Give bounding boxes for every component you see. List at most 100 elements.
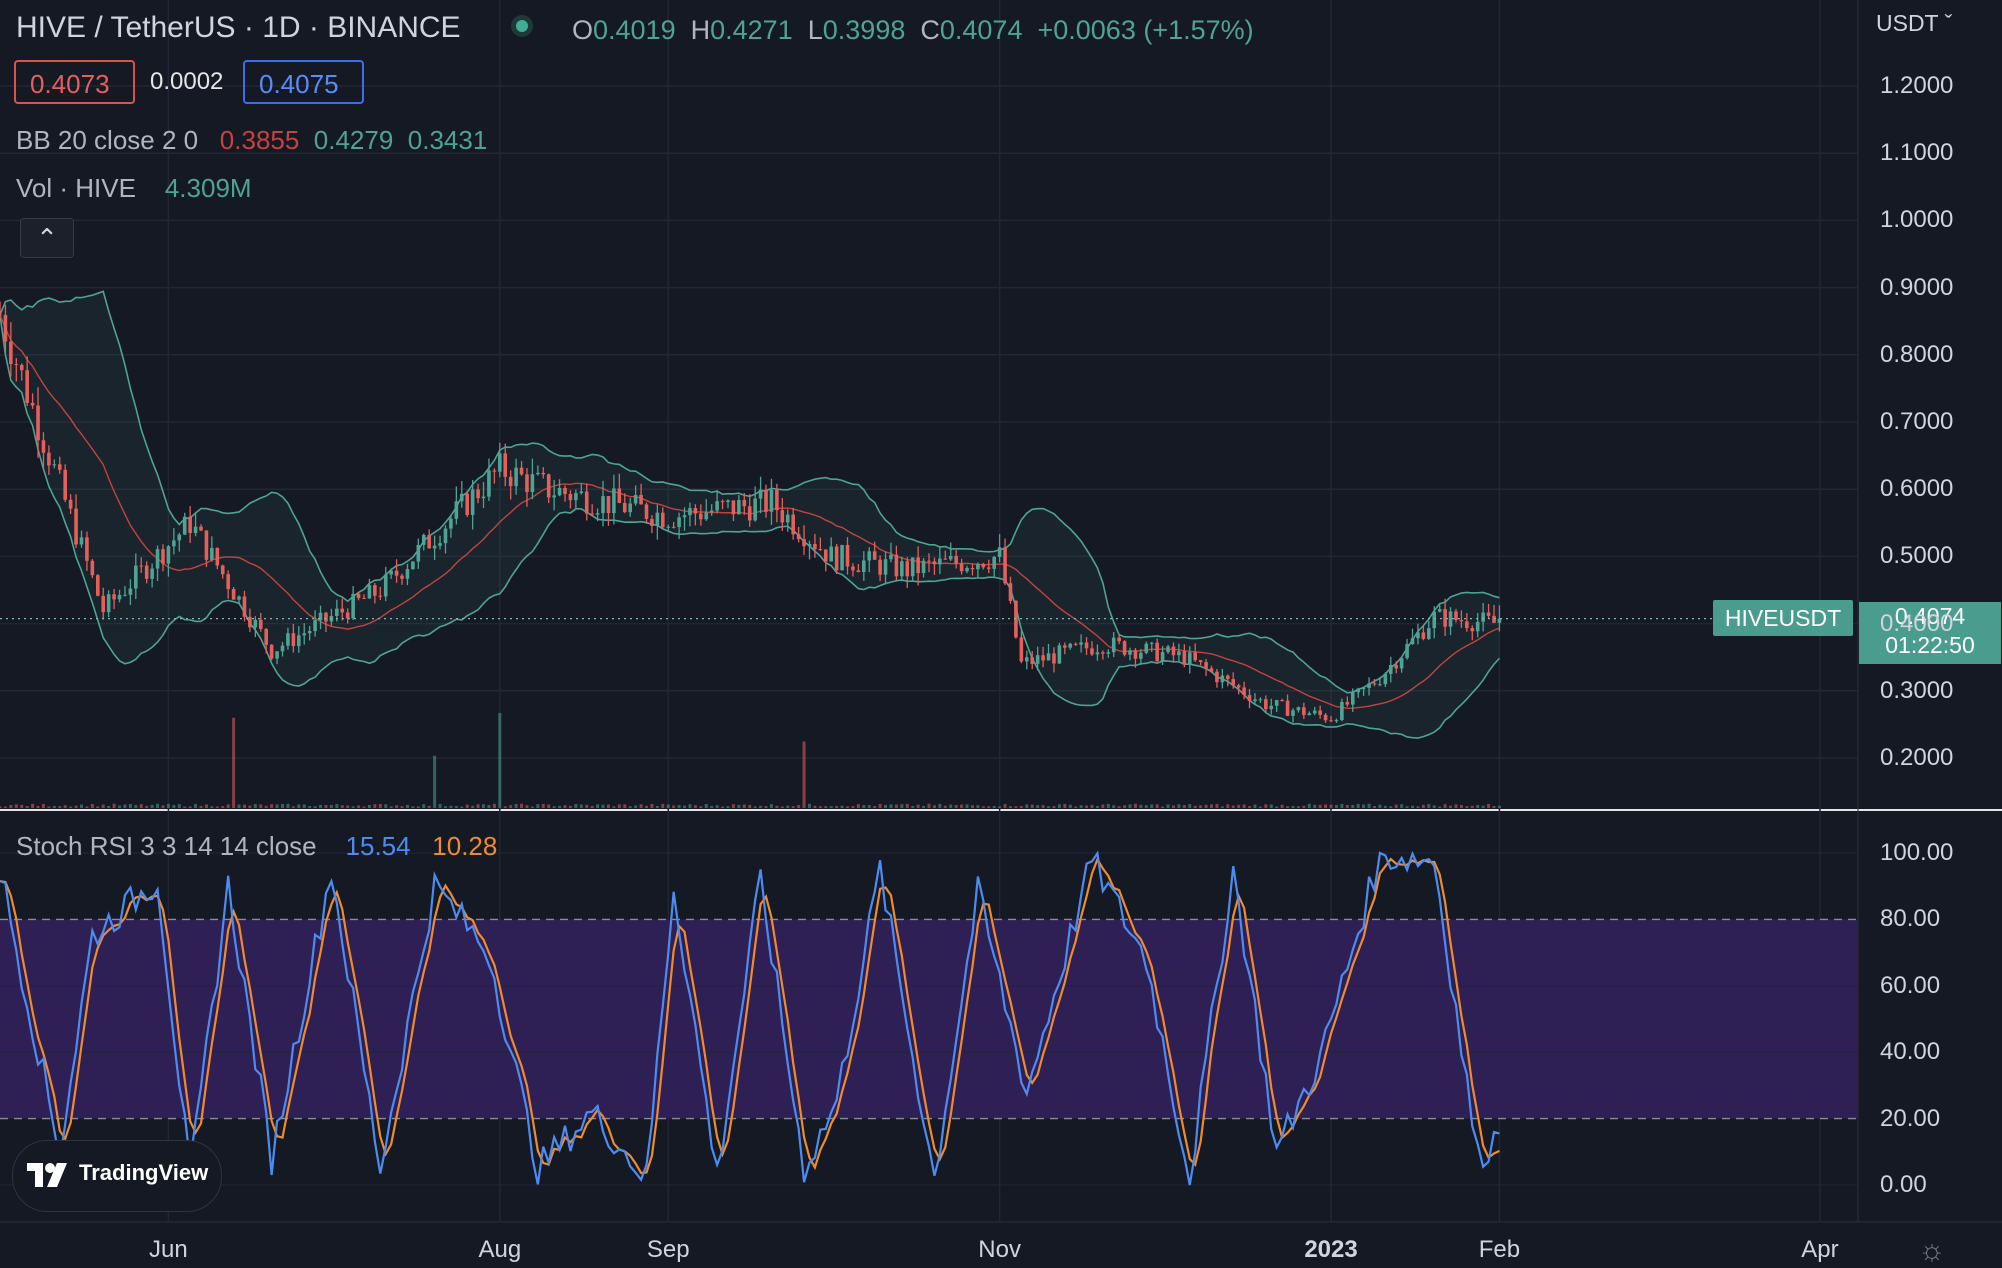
volume-bar	[1166, 804, 1170, 808]
stoch-tick-label: 40.00	[1880, 1038, 1941, 1066]
volume-bar	[41, 803, 45, 808]
bollinger-legend[interactable]: BB 20 close 2 0 0.3855 0.4279 0.3431	[16, 125, 488, 155]
candle-body	[1264, 699, 1268, 710]
volume-bar	[791, 806, 795, 808]
currency-select[interactable]: USDT ˇ	[1876, 10, 1953, 36]
candle-body	[796, 534, 801, 540]
volume-bar	[721, 806, 725, 808]
volume-bar	[226, 804, 230, 808]
symbol-price-tag: HIVEUSDT	[1713, 600, 1853, 636]
volume-bar	[900, 804, 904, 808]
settings-gear-icon[interactable]: ☼	[1918, 1234, 1946, 1267]
candle-body	[791, 514, 795, 535]
stoch-tick-label: 20.00	[1880, 1104, 1941, 1132]
candle-body	[606, 496, 611, 514]
volume-bar	[1242, 804, 1246, 808]
candle-body	[1160, 652, 1165, 661]
candle-body	[938, 558, 942, 565]
candle-body	[449, 518, 453, 529]
candle-body	[1231, 679, 1236, 686]
candle-body	[1144, 643, 1149, 653]
symbol-title[interactable]: HIVE / TetherUS · 1D · BINANCE	[16, 11, 461, 44]
volume-bar	[1171, 805, 1175, 808]
volume-bar	[449, 805, 453, 808]
price-tick-label: 1.0000	[1880, 206, 1954, 234]
candle-body	[851, 566, 855, 571]
volume-bar	[476, 804, 480, 808]
volume-bar	[346, 805, 350, 808]
candle-body	[818, 549, 823, 551]
price-tick-label: 1.1000	[1880, 139, 1954, 167]
volume-bar	[1231, 805, 1235, 808]
volume-bar	[302, 804, 306, 808]
candle-body	[997, 547, 1002, 557]
candle-body	[1019, 637, 1024, 662]
candle-body	[704, 512, 709, 520]
volume-bar	[112, 803, 116, 808]
candle-body	[650, 518, 654, 526]
price-tick-label: 0.8000	[1880, 340, 1954, 368]
volume-bar	[58, 806, 62, 808]
tradingview-logo[interactable]: TradingView	[12, 1140, 222, 1212]
candle-body	[753, 498, 757, 521]
volume-bar	[884, 804, 888, 808]
volume-bar	[1036, 805, 1040, 808]
volume-bar	[177, 804, 181, 808]
volume-bar	[998, 806, 1002, 808]
volume-bar	[786, 805, 790, 808]
candle-body	[476, 489, 480, 499]
candle-body	[910, 557, 915, 577]
candle-body	[845, 544, 850, 567]
volume-bar	[1340, 803, 1344, 808]
candle-body	[1372, 683, 1377, 685]
volume-bar	[139, 804, 143, 808]
chevron-up-icon[interactable]: ⌃	[20, 218, 74, 258]
chevron-down-icon: ˇ	[1944, 10, 1953, 36]
candle-body	[1302, 707, 1306, 716]
volume-bar	[384, 804, 388, 808]
volume-legend[interactable]: Vol · HIVE 4.309M	[16, 173, 252, 203]
candle-body	[823, 549, 828, 562]
candle-body	[1106, 652, 1111, 654]
candle-body	[95, 575, 100, 596]
candle-body	[709, 510, 714, 513]
candle-body	[248, 616, 252, 628]
volume-bar	[52, 805, 56, 808]
volume-bar	[460, 806, 464, 808]
stoch-rsi-legend[interactable]: Stoch RSI 3 3 14 14 close 15.54 10.28	[16, 831, 498, 861]
candle-body	[470, 489, 475, 515]
buy-price-button[interactable]: 0.4075	[243, 60, 364, 104]
x-tick-label: Aug	[478, 1236, 522, 1263]
price-tick-label: 0.2000	[1880, 744, 1954, 771]
volume-bar	[927, 803, 931, 808]
volume-bar	[1226, 804, 1230, 808]
candle-body	[867, 551, 872, 561]
candle-body	[139, 565, 144, 567]
volume-bar	[286, 803, 290, 808]
sell-price-button[interactable]: 0.4073	[14, 60, 135, 104]
price-tick-label: 0.6000	[1880, 475, 1954, 503]
volume-bar	[1019, 805, 1023, 808]
volume-bar	[737, 804, 741, 808]
volume-bar	[1481, 805, 1485, 808]
candle-body	[1253, 699, 1257, 702]
candle-body	[677, 517, 681, 528]
volume-bar	[1193, 805, 1197, 808]
volume-bar	[1324, 804, 1328, 808]
candle-body	[1350, 692, 1355, 705]
candle-body	[552, 495, 556, 498]
candle-body	[1193, 652, 1198, 661]
candle-body	[1258, 699, 1263, 701]
candle-body	[427, 534, 431, 549]
volume-bar	[275, 804, 279, 808]
stoch-tick-label: 80.00	[1880, 905, 1941, 933]
volume-bar	[1150, 804, 1154, 808]
candle-body	[699, 513, 703, 520]
stoch-tick-label: 60.00	[1880, 971, 1941, 999]
candle-body	[85, 537, 89, 561]
candle-body	[25, 370, 29, 403]
volume-bar	[1264, 804, 1268, 808]
volume-bar	[1112, 805, 1116, 808]
volume-bar	[14, 804, 18, 808]
